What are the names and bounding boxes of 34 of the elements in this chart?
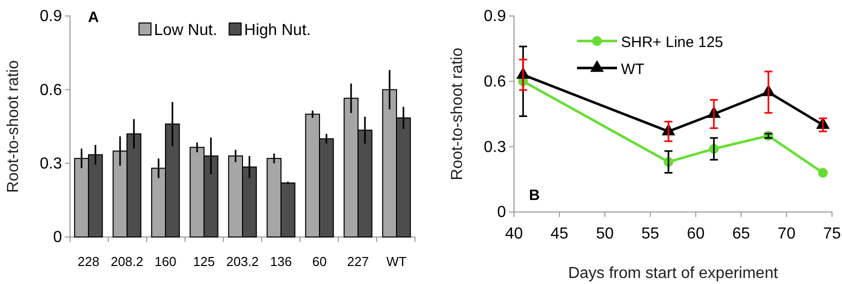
legend-label: High Nut. [244,22,311,39]
x-tick-label: 227 [347,254,369,270]
y-tick-label: 0.3 [484,138,506,156]
x-tick-label: 60 [686,225,705,242]
x-tick-label: 203.2 [226,254,259,270]
x-axis-title: Days from start of experiment [568,265,778,282]
x-tick-label: WT [386,254,407,270]
x-tick-label: 65 [732,225,750,242]
legend-label: WT [621,61,644,78]
y-axis-title: Root-to-shoot ratio [5,60,22,193]
x-tick-label: 50 [596,225,614,242]
x-tick-label: 55 [641,225,660,242]
x-tick-label: 40 [505,225,523,242]
legend-label: Low Nut. [154,22,218,39]
x-tick-label: 136 [270,254,292,270]
x-tick-label: 45 [550,225,568,242]
annotation: A [88,9,99,26]
x-tick-label: 160 [154,254,176,270]
legend-label: SHR+ Line 125 [621,34,724,51]
y-tick-label: 0.6 [484,73,506,90]
y-axis-title: Root-to-shoot ratio [449,48,466,180]
x-tick-label: 70 [778,225,796,242]
x-tick-label: 75 [823,225,841,242]
y-tick-label: 0 [497,204,506,222]
annotation: B [529,187,540,204]
x-tick-label: 60 [312,254,327,270]
x-tick-label: 228 [78,254,100,270]
y-tick-label: 0.6 [40,82,62,99]
x-tick-label: 208.2 [110,254,144,270]
y-tick-label: 0.9 [40,8,62,26]
x-tick-label: 125 [193,254,215,270]
y-tick-label: 0.3 [40,155,62,172]
y-tick-label: 0 [53,229,62,246]
y-tick-label: 0.9 [484,8,506,26]
